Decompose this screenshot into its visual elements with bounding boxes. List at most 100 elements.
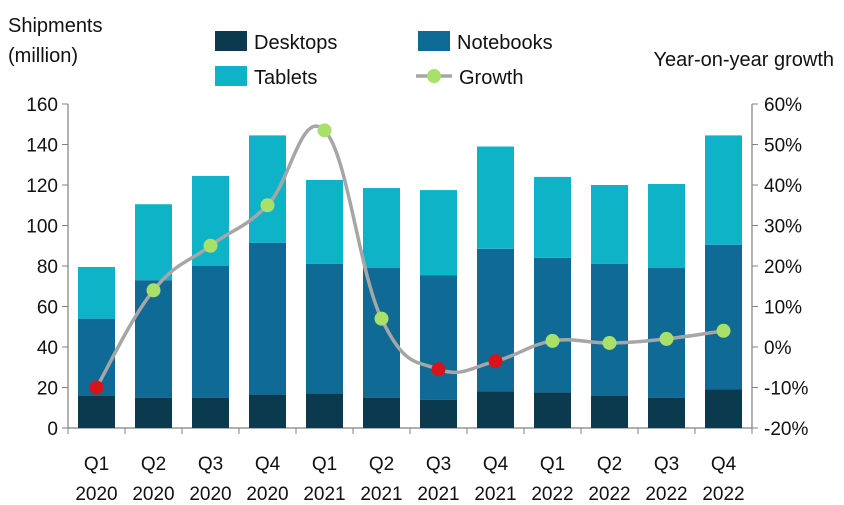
bar-desktops-q3-2022 xyxy=(648,397,685,428)
bar-notebooks-q3-2020 xyxy=(192,266,229,398)
y-left-tick-label: 0 xyxy=(47,419,58,440)
bar-tablets-q1-2022 xyxy=(534,176,571,258)
x-tick-label-year: 2020 xyxy=(189,484,231,505)
growth-point-q3-2022 xyxy=(659,331,674,346)
bar-tablets-q2-2021 xyxy=(363,188,400,269)
x-tick-label-quarter: Q3 xyxy=(654,454,679,475)
y-right-tick-label: 20% xyxy=(764,257,802,278)
bar-tablets-q4-2021 xyxy=(477,146,514,249)
y-axis-left-title-line1: Shipments xyxy=(8,15,103,37)
x-tick-label-year: 2021 xyxy=(360,484,402,505)
bar-desktops-q1-2022 xyxy=(534,392,571,428)
y-right-tick-label: 30% xyxy=(764,217,802,238)
x-tick-label-year: 2021 xyxy=(417,484,459,505)
y-right-tick-label: 50% xyxy=(764,136,802,157)
y-right-tick-label: -10% xyxy=(764,379,808,400)
bar-tablets-q2-2020 xyxy=(135,204,172,281)
bar-notebooks-q4-2020 xyxy=(249,242,286,395)
x-tick-label-year: 2020 xyxy=(246,484,288,505)
y-axis-right-title: Year-on-year growth xyxy=(654,49,834,71)
growth-point-q2-2022 xyxy=(602,335,617,350)
bar-desktops-q1-2021 xyxy=(306,393,343,428)
growth-point-q4-2020 xyxy=(260,198,275,213)
growth-point-q3-2020 xyxy=(203,238,218,253)
growth-point-q2-2020 xyxy=(146,283,161,298)
y-axis-left-title-line2: (million) xyxy=(8,45,78,67)
legend-swatch-tablets xyxy=(215,66,247,86)
bar-notebooks-q4-2022 xyxy=(705,244,742,390)
bar-tablets-q1-2020 xyxy=(78,267,115,319)
legend-label-notebooks: Notebooks xyxy=(457,32,553,54)
bar-desktops-q4-2021 xyxy=(477,391,514,428)
y-right-tick-label: -20% xyxy=(764,419,808,440)
growth-point-q3-2021 xyxy=(431,362,446,377)
bar-desktops-q3-2020 xyxy=(192,397,229,428)
x-tick-label-quarter: Q3 xyxy=(426,454,451,475)
legend-swatch-desktops xyxy=(215,31,247,51)
x-tick-label-quarter: Q4 xyxy=(255,454,281,475)
y-left-tick-label: 120 xyxy=(26,176,58,197)
x-tick-label-year: 2022 xyxy=(531,484,573,505)
legend-label-tablets: Tablets xyxy=(254,67,317,89)
x-tick-label-quarter: Q2 xyxy=(597,454,622,475)
bar-desktops-q1-2020 xyxy=(78,395,115,428)
x-tick-label-year: 2021 xyxy=(474,484,516,505)
legend-label-desktops: Desktops xyxy=(254,32,337,54)
growth-point-q1-2021 xyxy=(317,123,332,138)
x-tick-label-quarter: Q4 xyxy=(483,454,509,475)
bar-desktops-q4-2022 xyxy=(705,389,742,428)
growth-line xyxy=(94,124,724,389)
x-axis-labels: Q1 2020 Q2 2020 Q3 2020 Q4 2020 Q1 2021 Q2 2021 Q3 20… xyxy=(75,454,744,505)
y-right-tick-label: 0% xyxy=(764,338,792,359)
x-tick-label-quarter: Q2 xyxy=(369,454,394,475)
x-tick-label-quarter: Q3 xyxy=(198,454,223,475)
y-right-tick-label: 10% xyxy=(764,298,802,319)
bar-desktops-q2-2022 xyxy=(591,395,628,428)
y-left-tick-label: 60 xyxy=(37,298,58,319)
bars xyxy=(78,135,742,428)
y-left-tick-label: 160 xyxy=(26,95,58,116)
x-tick-label-quarter: Q1 xyxy=(84,454,109,475)
bar-notebooks-q1-2022 xyxy=(534,257,571,393)
x-tick-label-year: 2020 xyxy=(75,484,117,505)
y-left-tick-label: 20 xyxy=(37,379,58,400)
bar-notebooks-q3-2021 xyxy=(420,275,457,400)
y-right-tick-label: 60% xyxy=(764,95,802,116)
y-left-tick-label: 140 xyxy=(26,136,58,157)
legend-marker-growth xyxy=(427,69,441,83)
growth-point-q1-2020 xyxy=(89,380,104,395)
bar-tablets-q3-2021 xyxy=(420,190,457,276)
y-left-tick-label: 80 xyxy=(37,257,58,278)
bar-notebooks-q1-2021 xyxy=(306,263,343,394)
legend: Desktops Notebooks Tablets Growth xyxy=(215,31,553,89)
bar-tablets-q3-2022 xyxy=(648,183,685,269)
x-tick-label-year: 2022 xyxy=(702,484,744,505)
bar-notebooks-q4-2021 xyxy=(477,248,514,392)
bar-tablets-q4-2022 xyxy=(705,135,742,245)
x-tick-label-quarter: Q4 xyxy=(711,454,737,475)
y-left-tick-label: 40 xyxy=(37,338,58,359)
bar-tablets-q1-2021 xyxy=(306,179,343,264)
bar-notebooks-q2-2020 xyxy=(135,280,172,398)
legend-label-growth: Growth xyxy=(459,67,523,89)
bar-desktops-q3-2021 xyxy=(420,399,457,428)
x-tick-label-year: 2020 xyxy=(132,484,174,505)
x-tick-label-quarter: Q1 xyxy=(540,454,565,475)
x-tick-label-year: 2021 xyxy=(303,484,345,505)
y-left-tick-label: 100 xyxy=(26,217,58,238)
legend-swatch-notebooks xyxy=(418,31,450,51)
bar-tablets-q2-2022 xyxy=(591,185,628,264)
growth-point-q1-2022 xyxy=(545,333,560,348)
x-tick-label-year: 2022 xyxy=(588,484,630,505)
x-tick-label-quarter: Q1 xyxy=(312,454,337,475)
growth-point-q4-2022 xyxy=(716,323,731,338)
growth-series xyxy=(89,123,731,395)
growth-point-q4-2021 xyxy=(488,354,503,369)
bar-desktops-q4-2020 xyxy=(249,394,286,428)
x-tick-label-quarter: Q2 xyxy=(141,454,166,475)
bar-desktops-q2-2020 xyxy=(135,397,172,428)
y-right-tick-label: 40% xyxy=(764,176,802,197)
axes: 0 20 40 60 80 100 120 140 160 -20% -10% 0% 10% 20% 30%… xyxy=(26,95,808,440)
bar-notebooks-q2-2022 xyxy=(591,263,628,396)
